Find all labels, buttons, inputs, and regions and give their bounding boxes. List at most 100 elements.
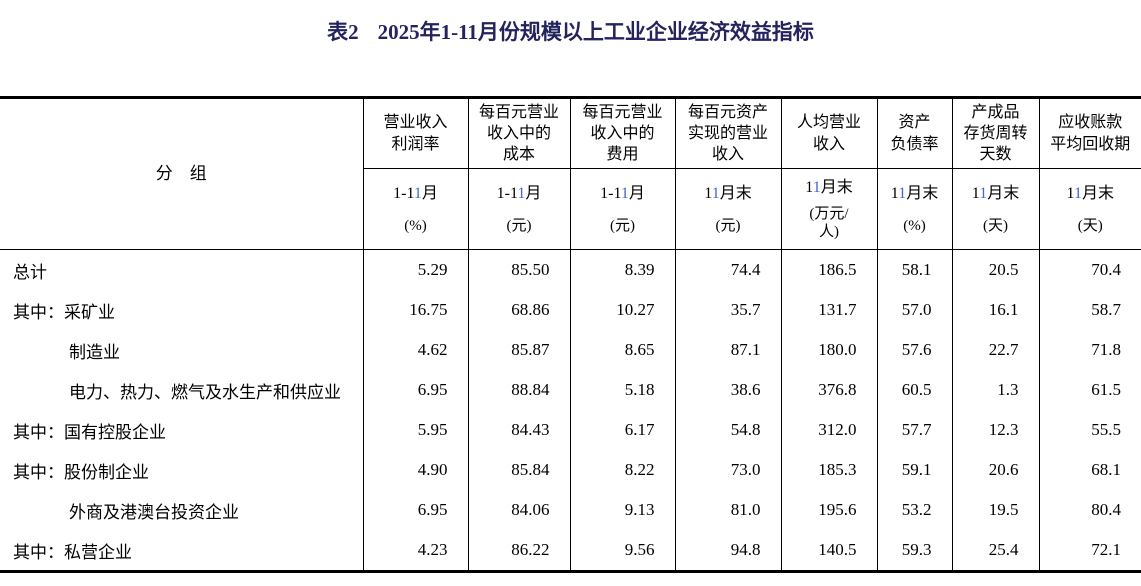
row-label: 制造业: [0, 330, 363, 370]
period-text: 1-11月: [496, 184, 542, 202]
value-cell: 53.2: [876, 490, 952, 530]
value-cell: 8.39: [569, 249, 675, 290]
blue-digit: 1: [1074, 184, 1082, 202]
page: 表2 2025年1-11月份规模以上工业企业经济效益指标 分 组 营业收入 利润率…: [0, 19, 1141, 573]
column-header: 每百元营业 收入中的 成本: [467, 97, 570, 169]
value-cell: 61.5: [1038, 370, 1141, 410]
value-cell: 4.90: [362, 450, 468, 490]
column-period-unit: 1-11月 (元): [467, 168, 570, 250]
value-cell: 140.5: [780, 530, 877, 572]
value-cell: 88.84: [467, 370, 570, 410]
value-cell: 71.8: [1038, 330, 1141, 370]
row-name: 私营企业: [64, 542, 132, 562]
column-header: 应收账款 平均回收期: [1038, 97, 1141, 169]
value-cell: 84.06: [467, 490, 570, 530]
row-prefix: 其中：: [13, 542, 64, 562]
value-cell: 186.5: [780, 249, 877, 290]
value-cell: 312.0: [780, 410, 877, 450]
value-cell: 6.17: [569, 410, 675, 450]
value-cell: 38.6: [674, 370, 781, 410]
row-name: 采矿业: [64, 302, 115, 322]
row-label: 外商及港澳台投资企业: [0, 490, 363, 530]
value-cell: 68.86: [467, 290, 570, 330]
value-cell: 73.0: [674, 450, 781, 490]
value-cell: 94.8: [674, 530, 781, 572]
unit-text: (元): [506, 217, 532, 234]
column-header: 营业收入 利润率: [362, 97, 468, 169]
unit-text: (%): [404, 217, 427, 234]
unit-text: (天): [983, 217, 1008, 234]
value-cell: 12.3: [951, 410, 1039, 450]
value-cell: 70.4: [1038, 249, 1141, 290]
value-cell: 6.95: [362, 370, 468, 410]
table-row-private: 其中：私营企业 4.23 86.22 9.56 94.8 140.5 59.3 …: [0, 530, 1141, 572]
row-label: 其中：私营企业: [0, 530, 363, 572]
value-cell: 195.6: [780, 490, 877, 530]
value-cell: 9.56: [569, 530, 675, 572]
value-cell: 10.27: [569, 290, 675, 330]
page-title: 表2 2025年1-11月份规模以上工业企业经济效益指标: [0, 19, 1141, 45]
value-cell: 35.7: [674, 290, 781, 330]
value-cell: 57.0: [876, 290, 952, 330]
value-cell: 86.22: [467, 530, 570, 572]
value-cell: 58.7: [1038, 290, 1141, 330]
value-cell: 22.7: [951, 330, 1039, 370]
value-cell: 4.62: [362, 330, 468, 370]
row-label: 电力、热力、燃气及水生产和供应业: [0, 370, 363, 410]
value-cell: 19.5: [951, 490, 1039, 530]
table-row-state-owned: 其中：国有控股企业 5.95 84.43 6.17 54.8 312.0 57.…: [0, 410, 1141, 450]
column-period-unit: 11月末 (天): [1038, 168, 1141, 250]
blue-digit: 1: [414, 184, 422, 202]
blue-digit: 1: [898, 184, 907, 202]
table-row-joint-stock: 其中：股份制企业 4.90 85.84 8.22 73.0 185.3 59.1…: [0, 450, 1141, 490]
value-cell: 84.43: [467, 410, 570, 450]
table-number: 表2: [327, 20, 359, 44]
value-cell: 68.1: [1038, 450, 1141, 490]
value-cell: 376.8: [780, 370, 877, 410]
period-text: 11月末: [971, 184, 1020, 202]
value-cell: 5.18: [569, 370, 675, 410]
value-cell: 131.7: [780, 290, 877, 330]
group-column-header: 分 组: [0, 97, 363, 250]
blue-digit: 1: [812, 179, 821, 197]
period-text: 11月末: [704, 184, 752, 202]
row-name: 国有控股企业: [64, 422, 166, 442]
value-cell: 57.7: [876, 410, 952, 450]
value-cell: 85.87: [467, 330, 570, 370]
column-header: 每百元资产 实现的营业 收入: [674, 97, 781, 169]
value-cell: 16.1: [951, 290, 1039, 330]
header-row-periods: 1-11月 (%) 1-11月 (元) 1-11月 (元) 11月末 (元) 11月末 (…: [0, 168, 1141, 250]
blue-digit: 1: [517, 184, 526, 202]
row-name: 总计: [13, 262, 47, 282]
table-row-total: 总计 5.29 85.50 8.39 74.4 186.5 58.1 20.5 …: [0, 249, 1141, 291]
unit-text: (%): [903, 217, 926, 234]
value-cell: 59.3: [876, 530, 952, 572]
economic-indicators-table: 分 组 营业收入 利润率 每百元营业 收入中的 成本 每百元营业 收入中的 费用…: [0, 96, 1141, 573]
value-cell: 85.50: [467, 249, 570, 290]
unit-text: (万元/ 人): [809, 206, 849, 240]
value-cell: 55.5: [1038, 410, 1141, 450]
period-text: 11月末: [890, 184, 939, 202]
unit-text: (元): [715, 217, 741, 234]
blue-digit: 1: [711, 184, 720, 202]
row-name: 电力、热力、燃气及水生产和供应业: [69, 382, 341, 402]
period-text: 11月末: [805, 179, 853, 197]
value-cell: 72.1: [1038, 530, 1141, 572]
value-cell: 20.6: [951, 450, 1039, 490]
value-cell: 74.4: [674, 249, 781, 290]
value-cell: 85.84: [467, 450, 570, 490]
column-header: 每百元营业 收入中的 费用: [569, 97, 675, 169]
value-cell: 87.1: [674, 330, 781, 370]
row-label: 总计: [0, 250, 363, 291]
value-cell: 185.3: [780, 450, 877, 490]
row-label: 其中：股份制企业: [0, 450, 363, 490]
period-text: 11月末: [1066, 184, 1114, 202]
row-name: 股份制企业: [64, 462, 149, 482]
unit-text: (天): [1077, 217, 1103, 234]
period-text: 1-11月: [600, 184, 645, 202]
row-prefix: 其中：: [13, 462, 64, 482]
period-text: 1-11月: [393, 184, 438, 202]
row-label: 其中：国有控股企业: [0, 410, 363, 450]
value-cell: 180.0: [780, 330, 877, 370]
value-cell: 5.95: [362, 410, 468, 450]
